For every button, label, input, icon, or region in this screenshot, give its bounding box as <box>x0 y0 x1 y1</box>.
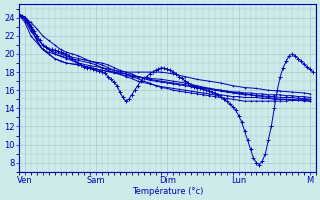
X-axis label: Température (°c): Température (°c) <box>132 186 203 196</box>
